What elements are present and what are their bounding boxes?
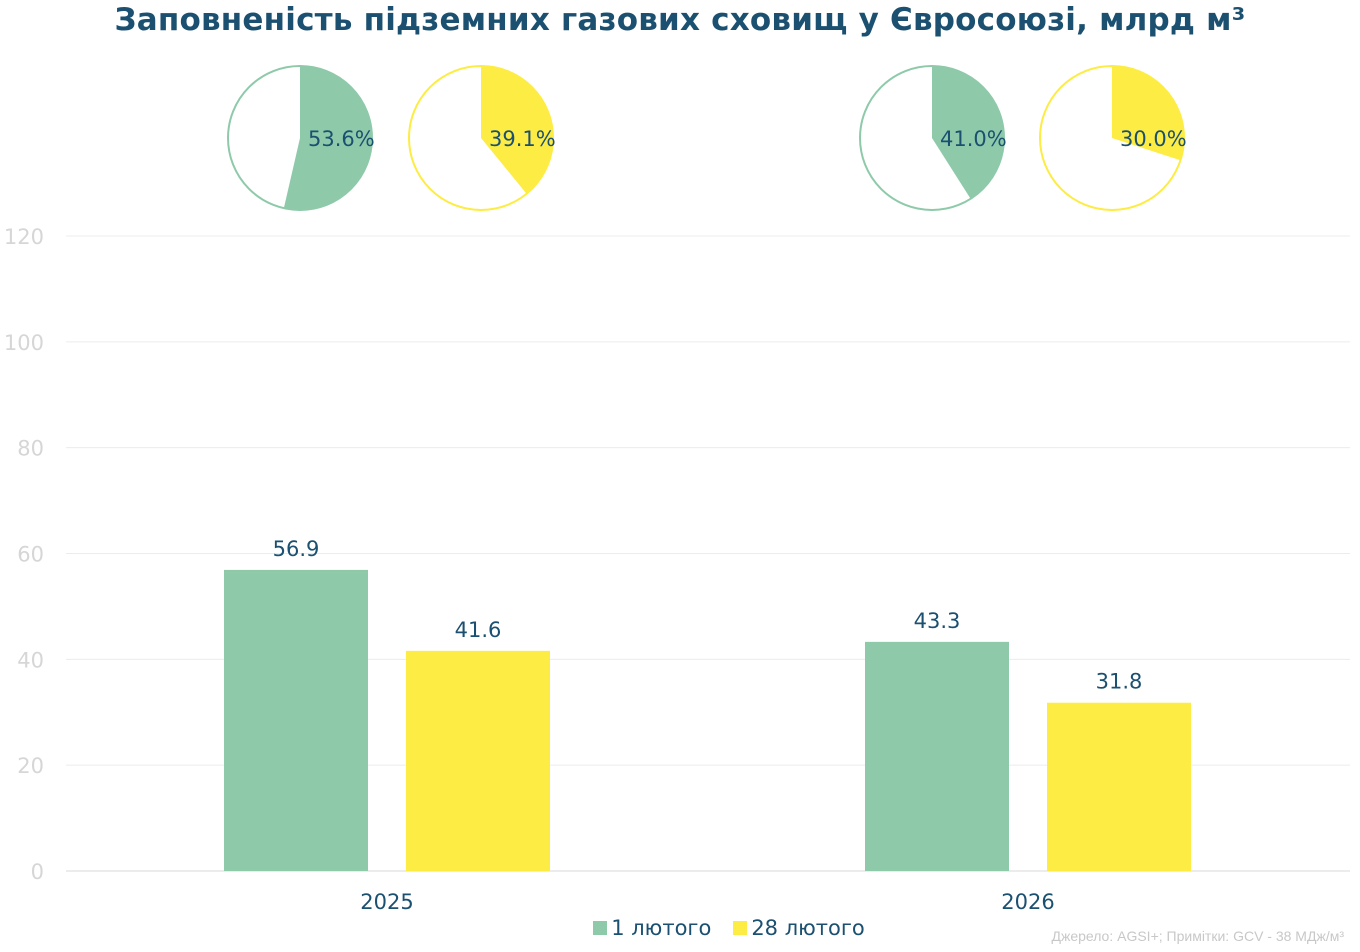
chart-title: Заповненість підземних газових сховищ у … xyxy=(114,2,1246,38)
bar-value-label: 43.3 xyxy=(914,609,961,633)
pie-percent-label: 30.0% xyxy=(1120,127,1187,151)
legend-item-series-1: 1 лютого xyxy=(593,916,711,940)
y-tick-label: 100 xyxy=(4,331,44,355)
x-tick-label: 2026 xyxy=(1001,890,1054,914)
y-tick-label: 120 xyxy=(4,225,44,249)
pie-percent-label: 53.6% xyxy=(308,127,375,151)
pie-percent-label: 41.0% xyxy=(940,127,1007,151)
bar-value-label: 31.8 xyxy=(1096,670,1143,694)
bar-2026-series-2 xyxy=(1047,702,1191,871)
x-tick-label: 2025 xyxy=(360,890,413,914)
y-tick-label: 20 xyxy=(17,754,44,778)
bar-value-label: 41.6 xyxy=(455,618,502,642)
y-tick-label: 60 xyxy=(17,543,44,567)
y-tick-label: 40 xyxy=(17,648,44,672)
pie-slice-2026-series-2 xyxy=(1112,66,1184,161)
bar-2025-series-2 xyxy=(406,650,550,871)
source-note: Джерело: AGSI+; Примітки: GCV - 38 МДж/м… xyxy=(1051,928,1344,944)
legend-item-series-2: 28 лютого xyxy=(733,916,865,940)
pie-slice-2026-series-1 xyxy=(932,66,1005,199)
y-tick-label: 80 xyxy=(17,437,44,461)
legend-label-series-1: 1 лютого xyxy=(611,916,712,940)
bar-2025-series-1 xyxy=(224,569,368,871)
y-tick-label: 0 xyxy=(31,860,44,884)
pie-slice-2025-series-1 xyxy=(283,66,372,210)
legend-swatch-series-1 xyxy=(593,921,608,935)
pie-slice-2025-series-2 xyxy=(481,66,553,194)
legend-label-series-2: 28 лютого xyxy=(751,916,865,940)
pie-percent-label: 39.1% xyxy=(489,127,556,151)
bar-2026-series-1 xyxy=(865,641,1009,871)
bar-value-label: 56.9 xyxy=(273,537,320,561)
legend-swatch-series-2 xyxy=(733,921,748,935)
legend: 1 лютого 28 лютого xyxy=(0,916,1360,940)
